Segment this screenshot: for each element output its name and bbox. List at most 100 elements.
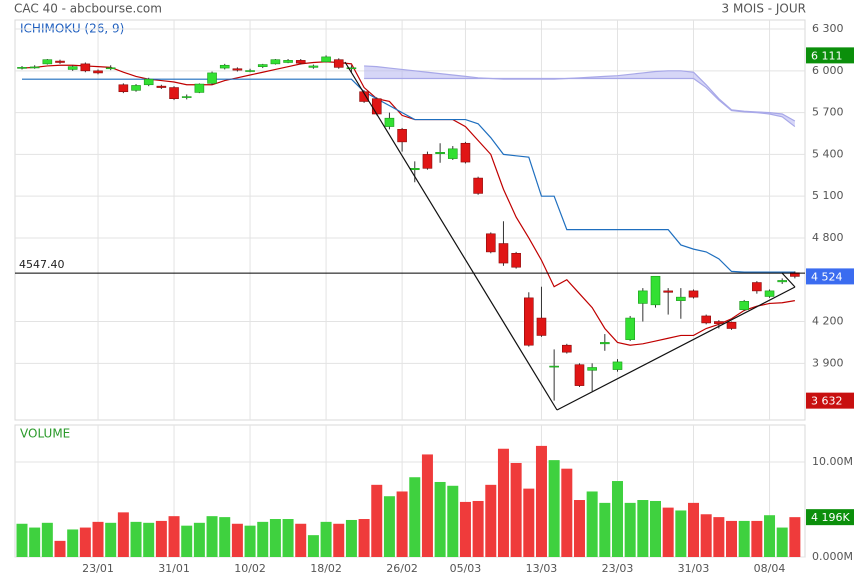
volume-bar [764, 515, 776, 557]
candle-body [143, 78, 154, 86]
volume-bar [130, 521, 142, 557]
candle-body [764, 290, 775, 297]
volume-bar [307, 535, 319, 557]
volume-bar [143, 522, 155, 557]
volume-bar [688, 502, 700, 557]
volume-bar [637, 500, 649, 557]
trend-line [344, 61, 558, 411]
volume-bar [333, 523, 345, 557]
volume-bar [320, 521, 332, 557]
volume-bar [561, 468, 573, 557]
candle-body [245, 70, 255, 72]
indicator-line [364, 77, 796, 128]
volume-bar [700, 514, 712, 557]
indicator-line [364, 65, 796, 122]
candle-body [308, 65, 319, 68]
volume-bar [624, 502, 636, 557]
volume-bar [371, 484, 383, 557]
candle-body [346, 67, 357, 70]
volume-bar [599, 502, 611, 557]
candle-body [600, 342, 610, 345]
volume-bar [776, 527, 788, 557]
volume-title: VOLUME [20, 427, 70, 441]
candle-body [549, 365, 559, 368]
candle-body [169, 87, 179, 99]
volume-bar [257, 521, 269, 557]
candle-body [726, 321, 737, 329]
y-tick-label: 5 400 [812, 147, 844, 160]
volume-bar [472, 500, 484, 557]
candle-body [447, 148, 458, 159]
volume-bar [485, 484, 497, 557]
volume-bar [789, 517, 801, 557]
candle-body [485, 233, 496, 253]
candle-body [460, 142, 471, 163]
y-tick-label: 3 900 [812, 356, 844, 369]
candle-body [333, 59, 344, 68]
y-tick-label: 5 700 [812, 106, 844, 119]
volume-bar [713, 517, 725, 557]
x-tick-label: 31/03 [678, 562, 710, 575]
volume-bar [662, 507, 674, 557]
volume-bar [282, 519, 294, 557]
candle-body [181, 96, 192, 98]
price-title: ICHIMOKU (26, 9) [20, 22, 124, 36]
candle-body [219, 64, 230, 69]
candle-body [777, 280, 788, 283]
candle-body [701, 315, 711, 324]
candle-body [257, 64, 268, 67]
volume-bar [573, 500, 585, 557]
volume-bar [269, 519, 281, 557]
trend-line [781, 272, 796, 288]
candle-body [473, 177, 483, 194]
candle-body [498, 243, 509, 264]
volume-bar [54, 540, 66, 557]
value-marker [806, 47, 854, 64]
x-tick-label: 13/03 [526, 562, 558, 575]
candle-body [283, 60, 293, 63]
y-tick-label: 6 300 [812, 22, 844, 35]
volume-bar [181, 525, 193, 557]
volume-bar [586, 491, 598, 557]
header-title: CAC 40 - abcbourse.com [14, 2, 162, 16]
volume-bar [726, 520, 738, 557]
candle-body [105, 67, 116, 70]
candle-body [17, 67, 27, 69]
volume-bar [295, 523, 307, 557]
candle-body [270, 59, 281, 65]
volume-bar [67, 529, 79, 557]
candle-body [55, 60, 65, 63]
volume-bar [548, 460, 560, 557]
volume-bar [358, 519, 370, 557]
volume-bar [434, 481, 446, 557]
volume-bar [206, 516, 218, 557]
candle-body [435, 152, 445, 155]
candle-body [714, 321, 724, 324]
value-marker-label: 6 111 [811, 49, 843, 62]
candle-body [650, 275, 661, 306]
candle-body [371, 98, 382, 115]
volume-bar [41, 522, 53, 557]
volume-bar [497, 448, 509, 557]
volume-bar [459, 501, 471, 557]
candle-body [536, 317, 547, 336]
volume-bar [523, 488, 535, 557]
y-tick-label: 4 800 [812, 231, 844, 244]
volume-bar [92, 521, 104, 557]
volume-bar [117, 512, 129, 557]
volume-bar [231, 523, 243, 557]
volume-bar [105, 522, 117, 557]
candle-body [93, 70, 103, 74]
value-marker [806, 509, 854, 526]
x-tick-label: 26/02 [386, 562, 418, 575]
x-tick-label: 31/01 [158, 562, 190, 575]
price-level-label: 4547.40 [19, 258, 65, 271]
volume-bar [650, 500, 661, 557]
candle-body [587, 367, 597, 371]
trend-line [556, 286, 796, 411]
volume-bar [535, 445, 547, 557]
value-marker-label: 3 632 [811, 395, 843, 408]
candle-body [523, 297, 534, 346]
value-marker [806, 268, 854, 285]
